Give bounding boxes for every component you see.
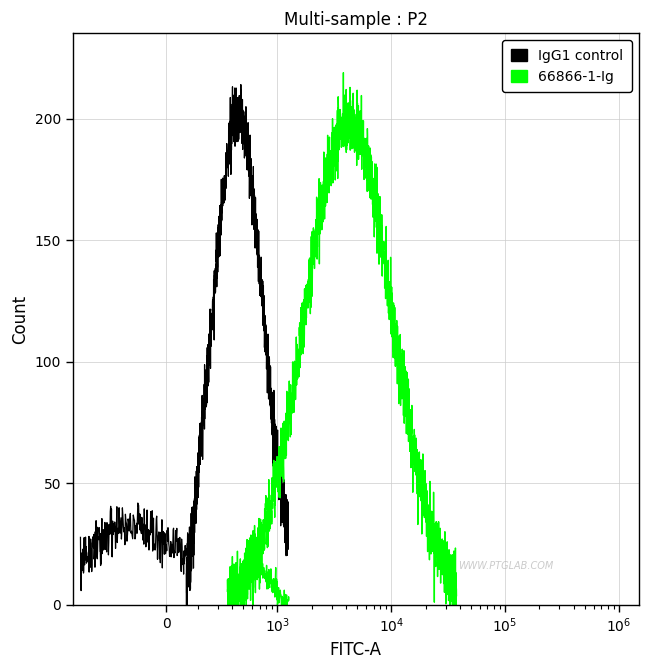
Line: 66866-1-Ig: 66866-1-Ig xyxy=(227,72,456,605)
Y-axis label: Count: Count xyxy=(11,295,29,344)
IgG1 control xyxy=(190,502,198,511)
IgG1 control xyxy=(183,560,190,568)
IgG1 control xyxy=(220,173,228,181)
66866-1-Ig xyxy=(241,559,249,567)
66866-1-Ig xyxy=(251,521,259,529)
IgG1 control xyxy=(183,601,190,609)
IgG1 control xyxy=(284,523,292,531)
66866-1-Ig xyxy=(326,133,333,141)
66866-1-Ig xyxy=(339,68,347,76)
66866-1-Ig xyxy=(224,576,231,584)
66866-1-Ig xyxy=(452,592,460,600)
Title: Multi-sample : P2: Multi-sample : P2 xyxy=(284,11,428,29)
IgG1 control xyxy=(237,80,245,88)
66866-1-Ig xyxy=(321,174,329,182)
X-axis label: FITC-A: FITC-A xyxy=(330,641,382,659)
66866-1-Ig xyxy=(354,127,362,135)
IgG1 control xyxy=(233,122,241,130)
IgG1 control xyxy=(209,291,217,299)
Text: WWW.PTGLAB.COM: WWW.PTGLAB.COM xyxy=(458,561,553,571)
Line: IgG1 control: IgG1 control xyxy=(187,84,288,605)
IgG1 control xyxy=(192,490,200,498)
66866-1-Ig xyxy=(330,145,337,153)
IgG1 control xyxy=(231,98,239,107)
66866-1-Ig xyxy=(224,601,231,609)
Legend: IgG1 control, 66866-1-Ig: IgG1 control, 66866-1-Ig xyxy=(502,40,632,92)
